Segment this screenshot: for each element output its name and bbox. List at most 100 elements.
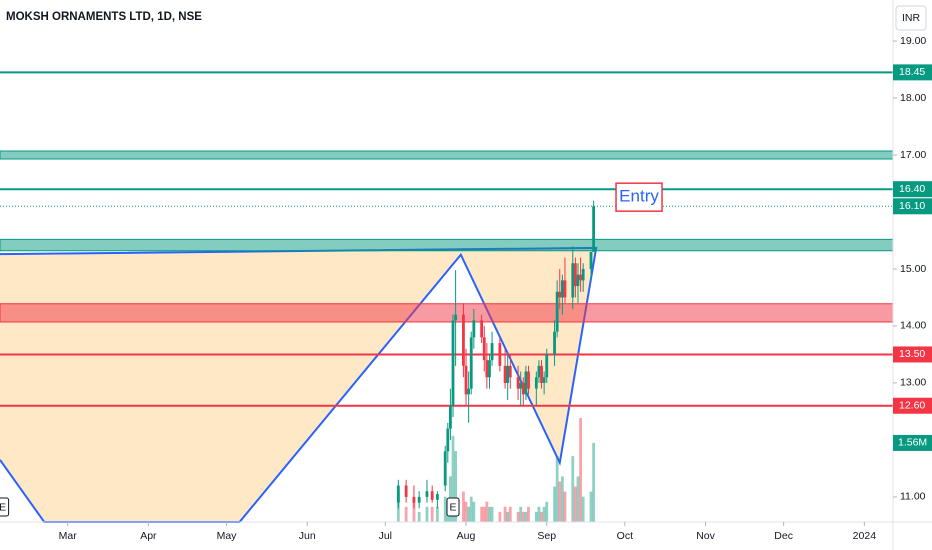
zone [0,238,894,252]
candle-body [506,365,510,383]
level-label-bg [893,64,932,81]
volume-bar [472,501,476,522]
candle-body [527,371,530,389]
annotation-box [615,182,663,212]
last-price-label: 16.10 [899,200,925,212]
candle-body [482,337,486,361]
volume-bar [542,506,546,522]
candle-body [560,280,564,298]
volume-bar [488,506,491,522]
candle-body [404,485,408,497]
candle-body [464,365,468,395]
candle-body [534,377,538,389]
volume-bar [435,506,439,522]
title-bg [0,4,200,28]
volume-bar [581,496,585,522]
last-price-bg [893,198,932,215]
candle-body [553,331,556,355]
volume-bar [443,496,447,522]
candle-body [469,337,473,389]
candle-body [581,268,585,281]
x-tick-label: Mar [59,530,78,542]
y-tick-label: 19.00 [900,35,926,47]
candle-body [498,343,502,366]
event-label: E [0,501,6,513]
candle-body [555,291,559,332]
y-tick-label: 18.00 [900,92,926,104]
volume-bar [579,418,582,522]
x-tick-label: Jul [379,530,392,542]
y-tick-label: 14.00 [900,320,926,332]
zone [0,303,894,323]
x-tick-label: May [217,530,238,542]
volume-bar [462,491,465,522]
candle-body [519,382,523,389]
volume-bar [563,491,567,522]
y-tick-label: 17.00 [900,149,926,161]
volume-bar [417,511,421,522]
candle-body [542,377,546,383]
candle-body [579,274,582,281]
candle-body [485,360,489,378]
level-label: 12.60 [899,400,925,412]
volume-bar [555,456,559,522]
volume-bar [506,511,510,522]
volume-bar [482,506,486,522]
candle-body [446,428,450,452]
annotation: Entry [619,187,659,206]
candle-body [480,320,484,338]
volume-bar [412,501,416,522]
volume-bar [485,501,489,522]
candle-body [537,365,541,378]
candle-body [417,496,421,503]
candle-body [558,291,562,298]
x-tick-label: Nov [696,530,715,542]
candle-body [425,491,429,497]
x-tick-label: Aug [457,530,476,542]
volume-label-bg [893,434,932,451]
volume-bar [524,511,528,522]
volume-bar [573,486,577,522]
volume-bar [519,506,523,522]
level-label: 18.45 [899,66,925,78]
level-label-bg [893,181,932,198]
currency-box[interactable] [895,5,927,31]
x-tick-label: Oct [617,530,633,542]
candle-body [563,280,567,298]
candle-body [462,314,465,366]
candle-body [467,388,471,395]
candle-body [592,206,595,252]
candle-body [454,314,458,321]
volume-bar [454,451,458,522]
zone [0,150,894,160]
x-tick-label: 2024 [853,530,877,542]
volume-bar [464,501,468,522]
volume-bar [521,511,525,522]
volume-bar [503,506,507,522]
level-label: 13.50 [899,348,925,360]
candle-body [451,320,455,406]
volume-bar [560,476,564,522]
volume-bar [516,511,520,522]
y-tick-label: 15.00 [900,263,926,275]
candle-body [576,274,580,287]
level-label-bg [893,397,932,414]
x-tick-label: Sep [537,530,556,542]
candle-body [521,382,525,395]
volume-bar [490,506,494,522]
volume-bar [534,511,538,522]
volume-bar [425,506,429,522]
candle-body [516,377,520,389]
volume-bar [508,506,512,522]
candle-body [396,485,400,503]
volume-bar [545,501,549,522]
volume-bar [480,506,484,522]
x-tick-label: Apr [140,530,157,542]
level-label: 16.40 [899,183,925,195]
candle-body [540,365,543,383]
candle-body [571,263,575,298]
y-tick-label: 11.00 [900,491,926,503]
chart-title: MOKSH ORNAMENTS LTD, 1D, NSE [6,11,202,23]
